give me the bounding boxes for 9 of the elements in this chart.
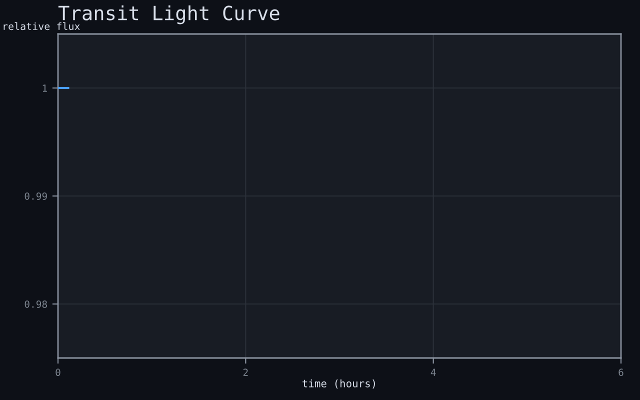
x-axis-title: time (hours)	[302, 379, 375, 389]
x-tick-label: 2	[243, 368, 248, 376]
y-axis-title: relative flux	[4, 22, 80, 30]
x-tick-label: 0	[56, 368, 60, 376]
x-tick-label: 6	[618, 368, 624, 376]
x-tick-label: 4	[430, 368, 436, 376]
y-tick-label: 0.99	[24, 192, 47, 200]
y-tick-label: 0.98	[24, 300, 47, 308]
y-tick-label: 1	[42, 84, 47, 92]
